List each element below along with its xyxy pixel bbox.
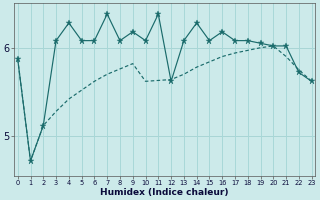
X-axis label: Humidex (Indice chaleur): Humidex (Indice chaleur) — [100, 188, 229, 197]
